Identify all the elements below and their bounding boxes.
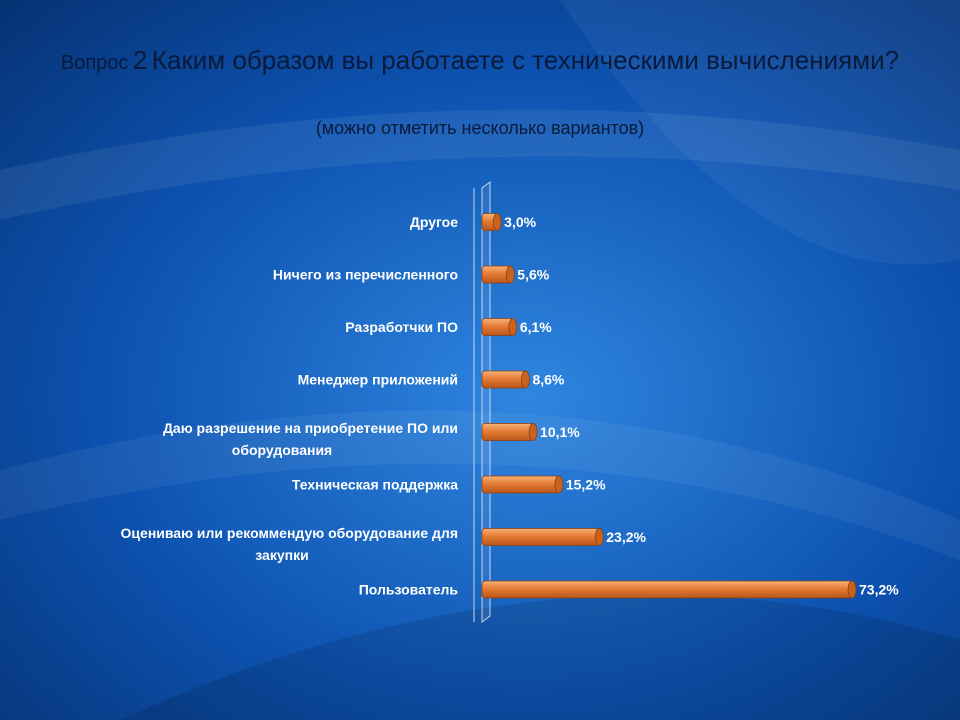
bar-cap [508, 318, 518, 336]
bar-cap [847, 580, 857, 599]
title-main: Каким образом вы работаете с техническим… [151, 45, 900, 75]
value-label: 15,2% [566, 477, 606, 493]
bar-body [481, 475, 560, 494]
category-label: Даю разрешение на приобретение ПО или [163, 420, 458, 436]
value-label: 6,1% [520, 319, 552, 335]
value-label: 73,2% [859, 582, 899, 598]
value-label: 8,6% [532, 372, 564, 388]
category-label: Менеджер приложений [298, 372, 458, 388]
slide-title: Вопрос 2 Каким образом вы работаете с те… [60, 40, 900, 85]
bar-body [481, 580, 853, 599]
value-label: 23,2% [606, 529, 646, 545]
category-label: Пользователь [359, 582, 459, 598]
bar-6 [481, 475, 564, 494]
bar-7 [481, 528, 604, 546]
title-number: 2 [132, 45, 148, 75]
bar-body [481, 423, 534, 441]
bar-5 [481, 423, 538, 441]
category-label: оборудования [232, 442, 332, 458]
value-label: 10,1% [540, 424, 580, 440]
bar-body [481, 370, 526, 389]
bar-cap [528, 423, 538, 441]
bar-8 [481, 580, 857, 599]
bar-2 [481, 265, 515, 284]
category-label: Разработчки ПО [345, 319, 458, 335]
category-label: закупки [255, 547, 308, 563]
category-label: Техническая поддержка [292, 477, 458, 493]
bar-cap [505, 265, 515, 284]
bar-cap [554, 475, 564, 494]
bar-cap [594, 528, 604, 546]
axis-wall [481, 181, 491, 623]
bar-body [481, 318, 514, 336]
bar-cap [521, 370, 530, 389]
category-label: Оцениваю или рекоммендую оборудование дл… [121, 525, 458, 541]
category-label: Другое [410, 214, 458, 230]
bar-3 [481, 318, 518, 336]
value-label: 5,6% [517, 267, 549, 283]
slide-subtitle: (можно отметить несколько вариантов) [315, 118, 645, 138]
value-label: 3,0% [504, 214, 536, 230]
bar-cap [492, 213, 502, 231]
bar-body [481, 528, 600, 546]
category-label: Ничего из перечисленного [273, 267, 458, 283]
title-prefix: Вопрос [60, 52, 129, 74]
bar-4 [481, 370, 530, 389]
bar-1 [481, 213, 502, 231]
